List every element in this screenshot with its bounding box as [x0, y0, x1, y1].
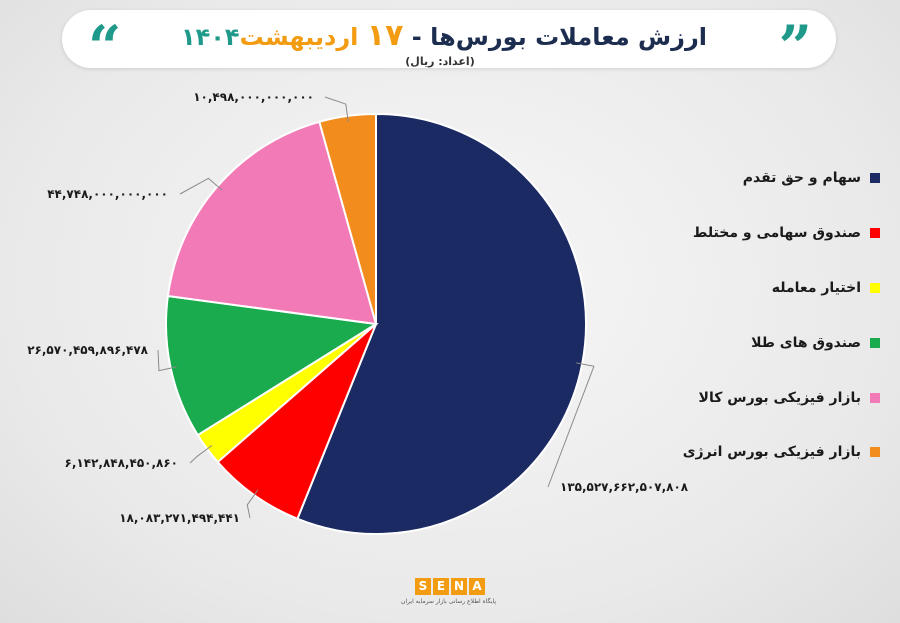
title-year: ۱۴۰۴: [180, 23, 240, 51]
pie-slices: [165, 112, 587, 535]
legend-label: بازار فیزیکی بورس کالا: [698, 390, 861, 406]
leader-line: [179, 177, 223, 195]
legend-item: اختیار معامله: [772, 276, 880, 300]
logo-tagline: پایگاه اطلاع رسانی بازار سرمایه ایران: [401, 598, 496, 605]
leader-line: [157, 349, 177, 372]
value-label: ۱۳۵,۵۲۷,۶۶۲,۵۰۷,۸۰۸: [560, 480, 689, 494]
logo-letter: E: [433, 578, 449, 595]
logo-letters: S E N A: [404, 578, 496, 595]
legend-swatch: [870, 228, 880, 238]
legend-label: اختیار معامله: [771, 280, 861, 296]
sena-logo: S E N A پایگاه اطلاع رسانی بازار سرمایه …: [401, 578, 496, 612]
legend-swatch: [870, 447, 880, 457]
leader-line: [324, 96, 349, 122]
legend-label: بازار فیزیکی بورس انرژی: [682, 444, 861, 460]
title-main: ارزش معاملات بورس‌ها -: [403, 23, 708, 51]
legend-swatch: [870, 173, 880, 183]
value-label: ۴۴,۷۴۸,۰۰۰,۰۰۰,۰۰۰: [47, 187, 168, 201]
unit-subtitle: (اعداد: ریال): [405, 55, 475, 68]
logo-letter: S: [415, 578, 431, 595]
logo-letter: N: [451, 578, 467, 595]
legend-item: صندوق سهامی و مختلط: [693, 221, 880, 245]
leader-line: [547, 362, 595, 488]
chart-title: ارزش معاملات بورس‌ها - ۱۷ اردیبهشت۱۴۰۴: [162, 18, 726, 54]
value-label: ۲۶,۵۷۰,۴۵۹,۸۹۶,۴۷۸: [27, 343, 148, 357]
quote-right-icon: ”: [778, 13, 812, 81]
quote-left-icon: “: [88, 13, 122, 81]
legend-swatch: [870, 338, 880, 348]
leader-lines: [157, 96, 595, 519]
legend-item: سهام و حق تقدم: [743, 166, 880, 190]
legend-label: صندوق سهامی و مختلط: [692, 225, 861, 241]
legend-item: صندوق های طلا: [751, 331, 880, 355]
value-label: ۶,۱۴۲,۸۴۸,۴۵۰,۸۶۰: [65, 456, 178, 470]
leader-line: [189, 444, 213, 464]
legend-item: بازار فیزیکی بورس انرژی: [683, 440, 880, 464]
value-label: ۱۰,۴۹۸,۰۰۰,۰۰۰,۰۰۰: [193, 90, 314, 104]
legend-label: صندوق های طلا: [751, 335, 861, 351]
legend-swatch: [870, 283, 880, 293]
leader-line: [246, 489, 259, 519]
value-label: ۱۸,۰۸۳,۲۷۱,۴۹۴,۴۴۱: [119, 511, 240, 525]
title-day: ۱۷: [366, 18, 404, 53]
legend-swatch: [870, 393, 880, 403]
legend-label: سهام و حق تقدم: [742, 170, 861, 186]
legend-item: بازار فیزیکی بورس کالا: [699, 386, 880, 410]
value-labels: ۱۳۵,۵۲۷,۶۶۲,۵۰۷,۸۰۸ ۱۸,۰۸۳,۲۷۱,۴۹۴,۴۴۱ ۶,۱…: [27, 90, 689, 525]
title-month: اردیبهشت: [239, 23, 367, 51]
logo-letter: A: [469, 578, 485, 595]
title-banner: “ ارزش معاملات بورس‌ها - ۱۷ اردیبهشت۱۴۰۴…: [62, 10, 836, 76]
